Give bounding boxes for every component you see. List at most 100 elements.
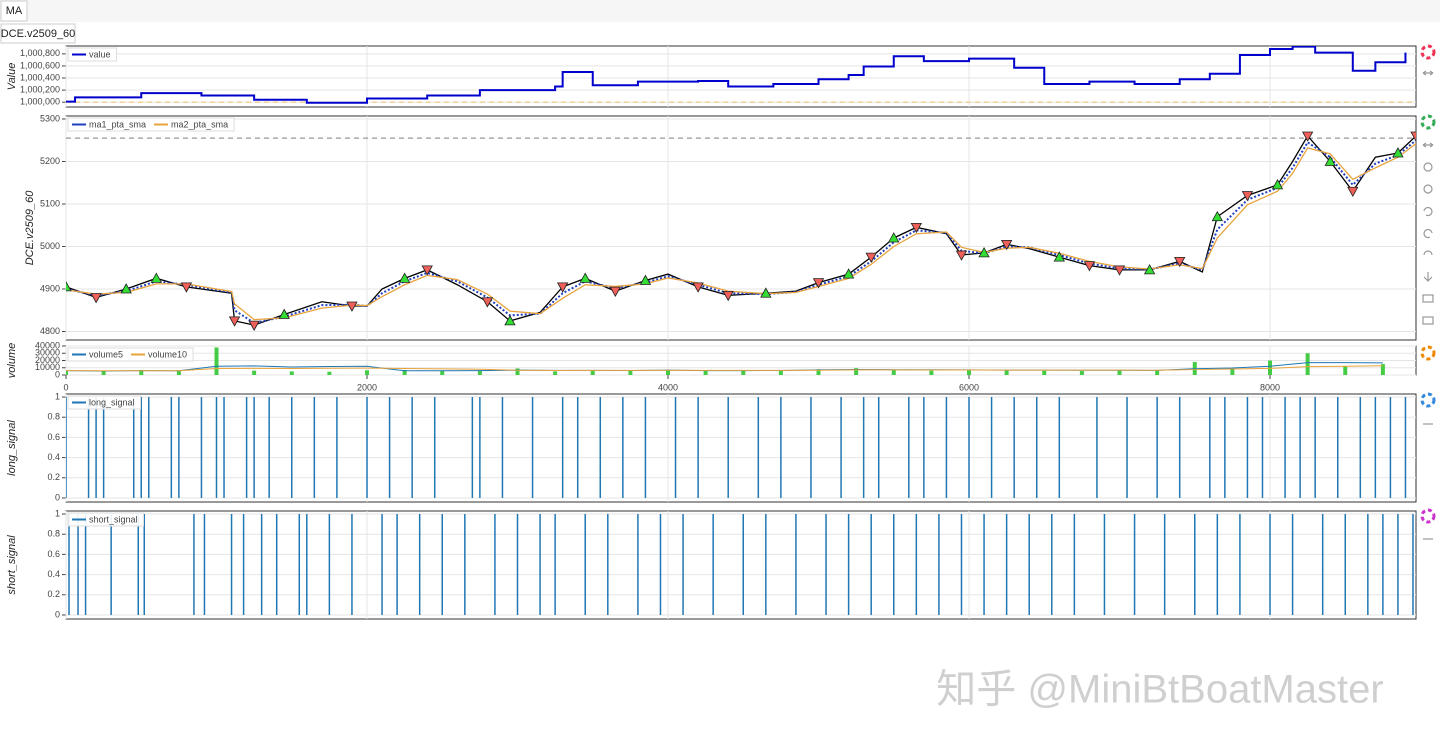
sell-marker xyxy=(692,282,704,293)
buy-marker xyxy=(66,281,72,292)
volume-bar xyxy=(1230,368,1235,375)
volume-bar xyxy=(628,371,633,375)
legend-label: long_signal xyxy=(89,397,135,407)
legend-box xyxy=(67,512,145,527)
y-tick-label: 0.2 xyxy=(47,589,60,599)
subtab[interactable] xyxy=(0,23,76,44)
bokeh-logo[interactable] xyxy=(1420,114,1436,130)
volume-bar xyxy=(139,369,144,375)
redo-tool[interactable] xyxy=(1423,228,1433,239)
y-tick-label: 10000 xyxy=(35,362,60,372)
y-tick-label: 0.8 xyxy=(47,412,60,422)
volume-bar xyxy=(703,370,708,375)
bokeh-logo[interactable] xyxy=(1420,392,1436,408)
panel: long_signal 0 0.2 0.4 0.6 0.8 1 long_signal xyxy=(6,391,1417,503)
legend-label: volume5 xyxy=(89,349,123,359)
hover-tool[interactable] xyxy=(1422,316,1434,325)
y-axis-label: Value xyxy=(6,63,18,91)
plot xyxy=(66,347,1385,375)
x-tick-label: 8000 xyxy=(1260,382,1280,392)
bokeh-logo[interactable] xyxy=(1420,508,1436,524)
legend-box xyxy=(67,47,118,62)
plot xyxy=(66,46,1416,104)
plot xyxy=(66,397,1407,498)
volume-bar xyxy=(666,369,671,375)
toolbars xyxy=(1420,44,1436,540)
sell-marker xyxy=(1000,239,1013,251)
sell-marker xyxy=(865,252,877,263)
legend-label: ma1_pta_sma xyxy=(89,119,146,129)
sell-marker xyxy=(910,222,923,234)
volume-bar xyxy=(778,370,783,375)
value-line xyxy=(66,46,1407,104)
y-tick-label: 5000 xyxy=(40,241,60,251)
volume-bar xyxy=(967,370,972,375)
plot-area xyxy=(65,393,1417,503)
sell-marker xyxy=(481,297,494,308)
legend: volume5 volume10 xyxy=(67,347,194,362)
tab-bar xyxy=(0,0,1440,22)
buy-marker xyxy=(760,287,772,298)
sell-marker xyxy=(248,320,260,331)
plot xyxy=(68,514,1414,615)
volume-bar xyxy=(1305,353,1310,375)
buy-marker xyxy=(150,272,162,283)
reset-tool[interactable] xyxy=(1423,250,1433,256)
volume-bar xyxy=(929,370,934,375)
legend-box xyxy=(67,347,194,362)
buy-marker xyxy=(504,315,516,326)
y-axis-label: volume xyxy=(6,343,18,378)
sell-marker xyxy=(1083,261,1096,272)
pan-tool[interactable] xyxy=(1422,142,1434,148)
y-axis-label: long_signal xyxy=(6,420,18,476)
legend: ma1_pta_sma ma2_pta_sma xyxy=(67,117,235,132)
volume-bar xyxy=(741,371,746,375)
volume-bar xyxy=(1117,369,1122,375)
wheel-zoom-tool[interactable] xyxy=(1423,184,1433,194)
volume-bar xyxy=(1042,370,1047,375)
bokeh-logo[interactable] xyxy=(1420,44,1436,60)
x-tick-label: 4000 xyxy=(658,382,678,392)
volume-bar xyxy=(1380,364,1385,375)
volume-bar xyxy=(816,369,821,375)
undo-tool[interactable] xyxy=(1423,206,1433,217)
tab-label[interactable]: MA xyxy=(6,5,23,17)
buy-marker xyxy=(120,283,132,294)
save-tool[interactable] xyxy=(1423,272,1433,282)
bokeh-logo[interactable] xyxy=(1420,345,1436,361)
sell-marker xyxy=(812,278,825,289)
legend: long_signal xyxy=(67,395,142,410)
legend-box xyxy=(67,395,142,410)
y-tick-label: 0.8 xyxy=(47,529,60,539)
volume-bar xyxy=(327,371,332,375)
subtab-label[interactable]: DCE.v2509_60 xyxy=(1,28,76,40)
volume-bar xyxy=(440,371,445,375)
sell-marker xyxy=(1241,191,1254,202)
buy-marker xyxy=(888,232,900,243)
volume-bar xyxy=(477,370,482,375)
y-tick-label: 0.2 xyxy=(47,472,60,482)
volume-bar xyxy=(590,370,595,375)
volume-bar xyxy=(553,371,558,375)
sell-marker xyxy=(228,316,241,327)
sell-marker xyxy=(556,282,569,293)
plot xyxy=(66,131,1416,331)
y-tick-label: 0.6 xyxy=(47,432,60,442)
hover-tool[interactable] xyxy=(1422,294,1434,303)
sell-marker xyxy=(609,286,622,297)
sell-marker xyxy=(1174,256,1186,268)
buy-marker xyxy=(1324,155,1336,166)
y-tick-label: 20000 xyxy=(35,355,60,365)
y-tick-label: 5200 xyxy=(40,156,60,166)
y-tick-label: 1 xyxy=(55,508,60,518)
y-tick-label: 0.4 xyxy=(47,452,60,462)
legend-label: volume10 xyxy=(148,349,187,359)
pan-tool[interactable] xyxy=(1422,70,1434,76)
y-tick-label: 5100 xyxy=(40,198,60,208)
tab[interactable] xyxy=(0,0,28,22)
plot-area xyxy=(65,45,1417,108)
zoom-tool[interactable] xyxy=(1423,162,1433,172)
y-tick-label: 1,000,600 xyxy=(20,60,60,70)
buy-marker xyxy=(639,274,652,285)
